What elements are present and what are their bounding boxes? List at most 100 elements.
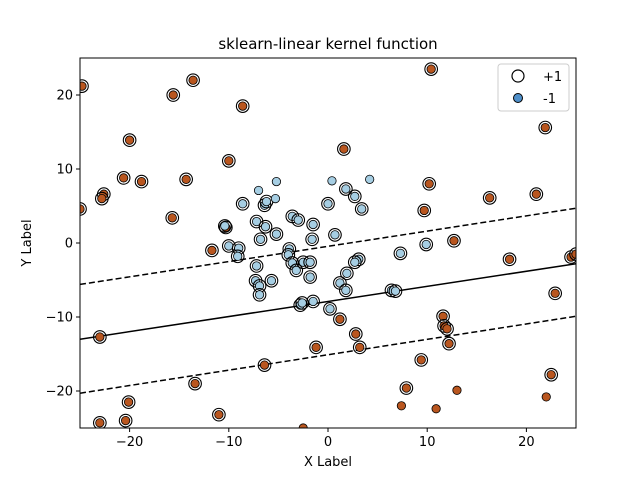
brown-data-point [452,385,462,395]
support-vector-ring [414,353,429,367]
light-blue-data-point [253,185,264,196]
light-blue-data-point [261,196,272,207]
support-vector-ring [442,336,456,351]
light-blue-data-point [270,194,281,204]
support-vector-ring [348,327,363,341]
brown-data-point [95,418,105,428]
light-blue-data-point [342,268,352,278]
light-blue-data-point [271,176,282,187]
light-blue-data-point [233,251,243,261]
support-vector-ring [306,217,320,232]
support-vector-ring [257,358,272,372]
light-blue-data-point [395,248,406,258]
brown-data-point [335,314,345,324]
support-vector-ring [212,407,226,422]
margin-line-2 [80,315,576,394]
brown-data-point [546,370,556,380]
support-vector-ring [94,191,109,206]
brown-data-point [396,401,407,411]
y-tick-label: 10 [56,163,73,178]
support-vector-ring [218,220,233,235]
support-vector-ring [424,62,439,76]
support-vector-ring [230,249,245,264]
brown-data-point [442,324,452,334]
support-vector-ring [291,213,306,227]
support-vector-ring [116,171,131,185]
brown-data-point [311,342,321,352]
brown-data-point [214,410,224,420]
brown-data-point [238,101,248,111]
decision-lines [80,207,576,394]
support-vector-ring [269,227,284,241]
axis-ticks: −20 −10 0 10 20 −20 −10 0 10 20 [46,89,535,451]
brown-data-point [426,64,436,74]
legend-label-neg: -1 [543,92,556,107]
light-blue-data-point [260,222,271,232]
brown-data-point [339,144,349,154]
support-vector-ring [339,182,353,196]
light-blue-data-point [238,199,248,209]
light-blue-data-point [323,199,333,209]
brown-data-point [401,383,411,393]
scatter-points [80,62,576,428]
brown-data-point [207,245,217,255]
x-axis-label: X Label [304,455,352,470]
support-vector-ring [80,202,87,216]
brown-data-point [550,288,560,298]
support-vector-ring [134,174,149,189]
light-blue-data-point [305,257,315,267]
light-blue-data-point [271,229,282,239]
support-vector-ring [569,247,576,261]
x-tick-label: −20 [116,435,143,450]
support-vector-ring [179,172,193,187]
support-vector-ring [92,415,107,428]
x-tick-label: 0 [324,435,332,450]
light-blue-data-point [251,261,262,271]
brown-data-point [119,173,129,183]
support-vector-ring [305,232,319,247]
brown-data-point [541,392,551,402]
light-blue-data-point [357,204,367,214]
light-blue-data-point [293,215,303,225]
brown-data-point [351,329,361,339]
support-vector-ring [235,99,250,113]
brown-data-point [190,378,200,389]
support-vector-ring [339,266,354,281]
light-blue-data-point [330,230,340,240]
brown-data-point [121,415,131,426]
brown-data-point [355,342,365,352]
x-tick-label: 10 [419,435,436,450]
support-vector-ring [422,176,437,191]
support-vector-ring [258,219,273,234]
support-vector-ring [92,330,107,344]
margin-line-1 [80,207,576,286]
support-vector-ring [205,243,219,258]
light-blue-data-point [365,174,375,184]
support-vector-ring [328,228,342,242]
brown-data-point [438,311,448,321]
support-vector-ring [221,154,236,168]
light-blue-data-point [254,290,265,300]
support-vector-ring [80,79,89,93]
brown-data-point [124,397,134,407]
light-blue-data-point [291,265,301,275]
light-blue-data-point [341,285,351,295]
support-vector-ring [482,191,497,205]
support-vector-ring [252,287,267,302]
support-vector-ring [548,286,563,301]
y-tick-label: −20 [46,385,73,400]
legend: +1 -1 [497,63,570,112]
support-vector-ring [393,246,408,261]
support-vector-ring [264,273,279,288]
support-vector-ring [309,340,323,355]
support-vector-ring [529,187,544,202]
light-blue-data-point [224,241,234,251]
y-tick-label: 0 [65,237,73,252]
brown-data-point [80,81,87,91]
support-vector-ring [323,302,337,316]
legend-label-pos: +1 [543,70,562,85]
light-blue-data-point [421,239,431,250]
support-vector-ring [544,367,559,382]
brown-data-point [444,339,454,349]
